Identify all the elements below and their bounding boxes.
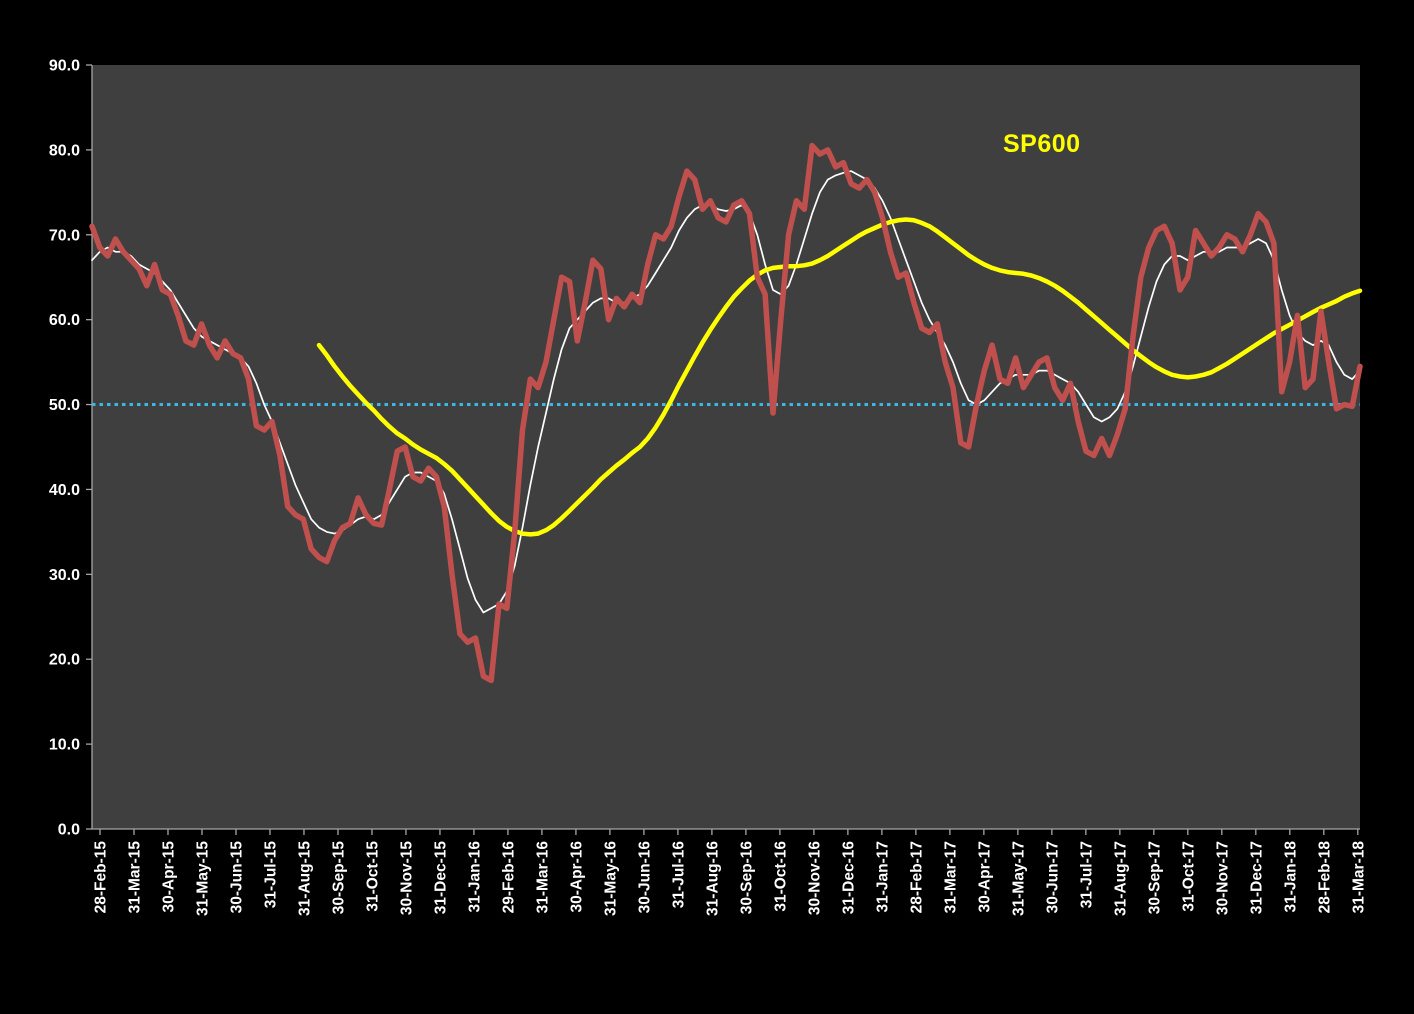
- x-tick-label: 30-Nov-15: [398, 841, 415, 915]
- x-tick-label: 31-Mar-17: [942, 841, 959, 913]
- y-tick-label: 30.0: [49, 567, 80, 584]
- x-tick-label: 31-Aug-15: [296, 841, 313, 916]
- x-tick-label: 31-Dec-17: [1248, 841, 1265, 914]
- plot-area: [92, 65, 1360, 829]
- y-tick-label: 70.0: [49, 227, 80, 244]
- series-sp600-long-moving-average: [316, 217, 1363, 537]
- series-label-sp600: SP600: [1003, 130, 1081, 158]
- x-tick-label: 29-Feb-16: [500, 841, 517, 914]
- x-tick-label: 31-May-17: [1010, 841, 1027, 916]
- y-tick-label: 10.0: [49, 737, 80, 754]
- x-tick-label: 31-Jul-16: [670, 841, 687, 909]
- x-tick-label: 31-Mar-16: [534, 841, 551, 914]
- x-tick-label: 30-Jun-17: [1044, 841, 1061, 913]
- x-tick-label: 31-Mar-18: [1350, 841, 1367, 914]
- x-tick-label: 30-Apr-17: [976, 841, 993, 913]
- x-tick-label: 31-Aug-16: [704, 841, 721, 916]
- series-sp600-weekly: [89, 142, 1363, 684]
- y-tick-label: 90.0: [49, 58, 80, 75]
- x-tick-label: 31-Oct-17: [1180, 841, 1197, 912]
- x-tick-label: 31-May-15: [194, 841, 211, 916]
- x-tick-label: 31-Mar-15: [126, 841, 143, 914]
- x-tick-label: 31-Aug-17: [1112, 841, 1129, 916]
- x-tick-label: 30-Sep-16: [738, 841, 755, 915]
- y-tick-label: 80.0: [49, 142, 80, 159]
- y-tick-label: 50.0: [49, 397, 80, 414]
- y-tick-label: 20.0: [49, 652, 80, 669]
- x-tick-label: 31-Jul-17: [1078, 841, 1095, 908]
- x-tick-label: 28-Feb-15: [93, 841, 110, 914]
- x-tick-label: 31-Dec-16: [840, 841, 857, 915]
- x-tick-label: 31-Jan-18: [1282, 841, 1299, 913]
- x-tick-label: 30-Apr-16: [568, 841, 585, 913]
- x-tick-label: 31-Jul-15: [262, 841, 279, 909]
- series-sp600-smoothed-signal: [91, 170, 1361, 614]
- x-tick-label: 31-Dec-15: [432, 841, 449, 915]
- y-tick-label: 60.0: [49, 312, 80, 329]
- x-tick-label: 28-Feb-17: [908, 841, 925, 913]
- x-tick-label: 30-Sep-15: [330, 841, 347, 915]
- x-tick-label: 31-Jan-17: [874, 841, 891, 913]
- x-tick-label: 30-Apr-15: [160, 841, 177, 913]
- x-tick-label: 31-Oct-16: [772, 841, 789, 912]
- x-tick-label: 31-Jan-16: [466, 841, 483, 913]
- y-tick-label: 40.0: [49, 482, 80, 499]
- x-tick-label: 31-Oct-15: [364, 841, 381, 912]
- x-tick-label: 30-Jun-15: [228, 841, 245, 914]
- x-tick-label: 30-Nov-17: [1214, 841, 1231, 915]
- x-tick-label: 30-Jun-16: [636, 841, 653, 914]
- x-tick-label: 30-Nov-16: [806, 841, 823, 915]
- x-tick-label: 30-Sep-17: [1146, 841, 1163, 914]
- y-tick-label: 0.0: [58, 822, 80, 839]
- x-tick-label: 31-May-16: [602, 841, 619, 916]
- x-tick-label: 28-Feb-18: [1316, 841, 1333, 914]
